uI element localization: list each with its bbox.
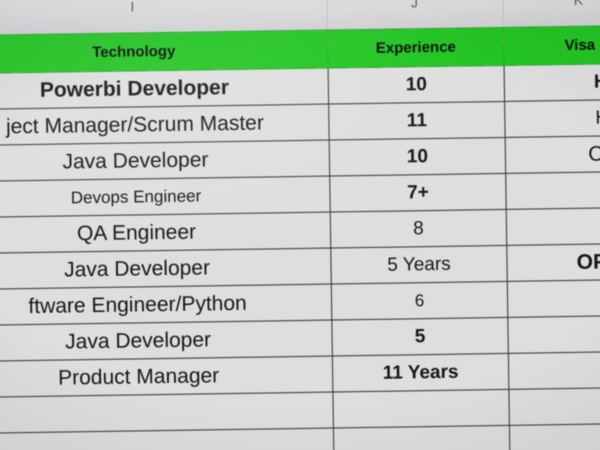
cell-technology[interactable]: QA Engineer: [0, 212, 331, 254]
cell-visa[interactable]: H4 EA: [504, 63, 600, 102]
cell-experience[interactable]: 7+: [329, 173, 507, 213]
cell-experience[interactable]: 6: [331, 281, 508, 321]
column-letter-j[interactable]: J: [410, 0, 419, 11]
cell-experience[interactable]: 11 Years: [332, 353, 509, 393]
cell-experience[interactable]: [332, 389, 510, 429]
cell-visa[interactable]: OPT ST: [506, 243, 600, 282]
cell-experience[interactable]: 8: [330, 209, 507, 249]
cell-visa[interactable]: OPT E: [505, 135, 600, 174]
cell-technology[interactable]: [0, 392, 334, 434]
cell-visa[interactable]: OPT: [505, 171, 600, 210]
header-cell-technology[interactable]: Technology: [0, 30, 329, 74]
cell-technology[interactable]: ject Manager/Scrum Master: [0, 104, 330, 146]
cell-visa[interactable]: [509, 423, 600, 450]
column-letter-i[interactable]: I: [130, 0, 135, 15]
cell-technology[interactable]: [0, 428, 334, 450]
cell-experience[interactable]: 5: [331, 317, 509, 357]
cell-technology[interactable]: ftware Engineer/Python: [0, 284, 332, 326]
cell-technology[interactable]: Devops Engineer: [0, 176, 331, 218]
cell-visa[interactable]: [508, 387, 600, 426]
cell-visa[interactable]: OPT: [507, 315, 600, 354]
cell-technology[interactable]: Powerbi Developer: [0, 68, 329, 110]
cell-experience[interactable]: [333, 425, 510, 450]
cell-experience[interactable]: 11: [328, 101, 506, 141]
cell-experience[interactable]: 10: [329, 137, 506, 177]
header-cell-visa[interactable]: Visa: [503, 25, 600, 66]
cell-visa[interactable]: H4 EA: [504, 99, 600, 138]
cell-technology[interactable]: Java Developer: [0, 320, 333, 362]
cell-visa[interactable]: USC: [508, 351, 600, 390]
cell-technology[interactable]: Product Manager: [0, 356, 333, 398]
cell-technology[interactable]: Java Developer: [0, 248, 332, 290]
cell-visa[interactable]: OPT: [506, 207, 600, 246]
cell-experience[interactable]: 5 Years: [330, 245, 508, 285]
column-letter-k[interactable]: K: [503, 0, 600, 9]
header-cell-experience[interactable]: Experience: [327, 27, 505, 69]
cell-technology[interactable]: Java Developer: [0, 140, 330, 182]
cell-visa[interactable]: OPT: [507, 279, 600, 318]
cell-experience[interactable]: 10: [328, 65, 505, 105]
candidate-table: Technology Experience Visa Powerbi Devel…: [0, 25, 600, 450]
